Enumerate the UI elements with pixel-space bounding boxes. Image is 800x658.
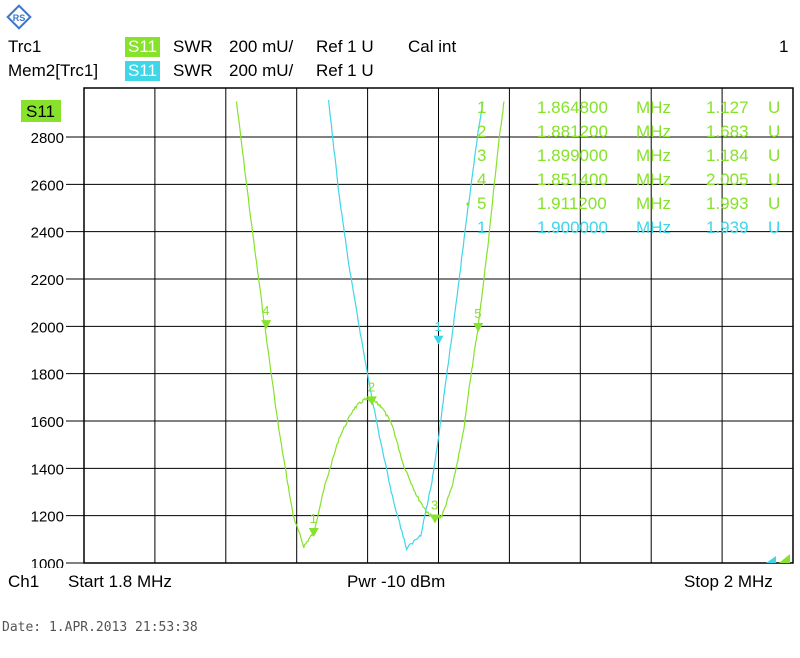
marker-triangle — [429, 514, 440, 524]
marker-table-frequency-unit: MHz — [636, 170, 671, 189]
marker-table-value-unit: U — [768, 122, 780, 141]
marker-table-value: 1.683 — [706, 122, 749, 141]
trace2-param[interactable]: S11 — [125, 61, 160, 81]
marker-triangle — [366, 396, 377, 406]
marker-table-value-unit: U — [768, 98, 780, 117]
active-marker-dot — [466, 202, 470, 206]
marker-table-label: 2 — [477, 122, 486, 141]
trace2-param-badge[interactable]: S11 — [125, 61, 160, 81]
power-level[interactable]: Pwr -10 dBm — [347, 572, 446, 591]
swr-chart[interactable]: 2800 2600 2400 2200 2000 1800 1600 1400 1200 1000… — [0, 86, 800, 568]
trace2-scale[interactable]: 200 mU/ — [229, 61, 294, 80]
y-tick-label: 1200 — [31, 509, 64, 526]
trace2-ref[interactable]: Ref 1 U — [316, 61, 374, 80]
trace2-name[interactable]: Mem2[Trc1] — [8, 61, 99, 80]
marker-table-frequency: 1.864800 — [537, 98, 608, 117]
marker-table-value: 1.184 — [706, 146, 749, 165]
y-tick-label: 2400 — [31, 225, 64, 242]
marker-table-frequency: 1.911200 — [537, 194, 607, 213]
channel-number: 1 — [779, 37, 789, 56]
y-tick-label: 2800 — [31, 130, 64, 147]
trace1-param-badge[interactable]: S11 — [125, 37, 160, 57]
trace2-format[interactable]: SWR — [173, 61, 213, 80]
trace-lines — [235, 99, 505, 552]
trace1-scale[interactable]: 200 mU/ — [229, 37, 294, 56]
y-tick-label: 1800 — [31, 367, 64, 384]
trace-label-overlay: S11 — [21, 100, 790, 563]
marker-table-frequency: 1.899000 — [537, 146, 608, 165]
marker-symbols: 1 2 3 4 5 1 — [261, 303, 484, 537]
y-tick-label: 1600 — [31, 414, 64, 431]
marker-table-frequency: 1.900000 — [537, 218, 608, 237]
marker-table-frequency-unit: MHz — [636, 122, 671, 141]
trace-line-1 — [235, 101, 505, 548]
channel-label[interactable]: Ch1 — [8, 572, 40, 591]
y-tick-label: 2200 — [31, 272, 64, 289]
grid-lines — [83, 87, 794, 564]
marker-table-value: 1.127 — [706, 98, 749, 117]
y-axis-ticks: 2800 2600 2400 2200 2000 1800 1600 1400 1200 1000 — [31, 130, 84, 568]
marker-table-frequency-unit: MHz — [636, 146, 671, 165]
marker-table-value-unit: U — [768, 194, 780, 213]
svg-text:RS: RS — [13, 13, 26, 23]
marker-table-value-unit: U — [768, 218, 780, 237]
trace-line-2 — [328, 99, 484, 552]
marker-table-label: 3 — [477, 146, 486, 165]
trace-label-box — [21, 100, 61, 122]
marker-table-label: 1 — [477, 218, 486, 237]
cal-status[interactable]: Cal int — [408, 37, 457, 56]
marker-label: 1 — [435, 319, 442, 334]
marker-table-value: 1.939 — [706, 218, 749, 237]
y-tick-label: 1400 — [31, 461, 64, 478]
edge-marker-green — [779, 554, 790, 563]
y-tick-label: 2000 — [31, 319, 64, 336]
marker-table-value: 2.005 — [706, 170, 749, 189]
marker-table-frequency: 1.881200 — [537, 122, 608, 141]
trace1-format[interactable]: SWR — [173, 37, 213, 56]
marker-table: 1 1.864800 MHz 1.127 U 2 1.881200 MHz 1.683 U 3 1.8… — [466, 98, 780, 237]
marker-table-value-unit: U — [768, 146, 780, 165]
y-tick-label: 2600 — [31, 177, 64, 194]
marker-label: 5 — [474, 306, 481, 321]
marker-table-label: 5 — [477, 194, 486, 213]
marker-label: 1 — [310, 511, 317, 526]
marker-label: 4 — [262, 303, 269, 318]
marker-table-frequency-unit: MHz — [636, 218, 671, 237]
marker-triangle — [473, 322, 484, 332]
marker-table-label: 4 — [477, 170, 486, 189]
marker-triangle — [433, 335, 444, 345]
date-stamp: Date: 1.APR.2013 21:53:38 — [2, 620, 198, 635]
edge-marker-cyan — [766, 556, 776, 563]
marker-triangle — [261, 320, 272, 330]
marker-label: 2 — [368, 379, 375, 394]
rohde-schwarz-logo: RS — [6, 4, 32, 30]
y-tick-label: 1000 — [31, 556, 64, 568]
trace1-ref[interactable]: Ref 1 U — [316, 37, 374, 56]
trace-label-text: S11 — [26, 102, 55, 121]
marker-label: 3 — [431, 497, 438, 512]
marker-table-value: 1.993 — [706, 194, 749, 213]
stop-frequency[interactable]: Stop 2 MHz — [684, 572, 773, 591]
trace1-param[interactable]: S11 — [125, 37, 160, 57]
marker-triangle — [308, 527, 319, 537]
marker-table-frequency-unit: MHz — [636, 98, 671, 117]
marker-table-value-unit: U — [768, 170, 780, 189]
start-frequency[interactable]: Start 1.8 MHz — [68, 572, 172, 591]
marker-table-frequency: 1.851400 — [537, 170, 608, 189]
marker-table-label: 1 — [477, 98, 486, 117]
trace1-name[interactable]: Trc1 — [8, 37, 42, 56]
marker-table-frequency-unit: MHz — [636, 194, 671, 213]
